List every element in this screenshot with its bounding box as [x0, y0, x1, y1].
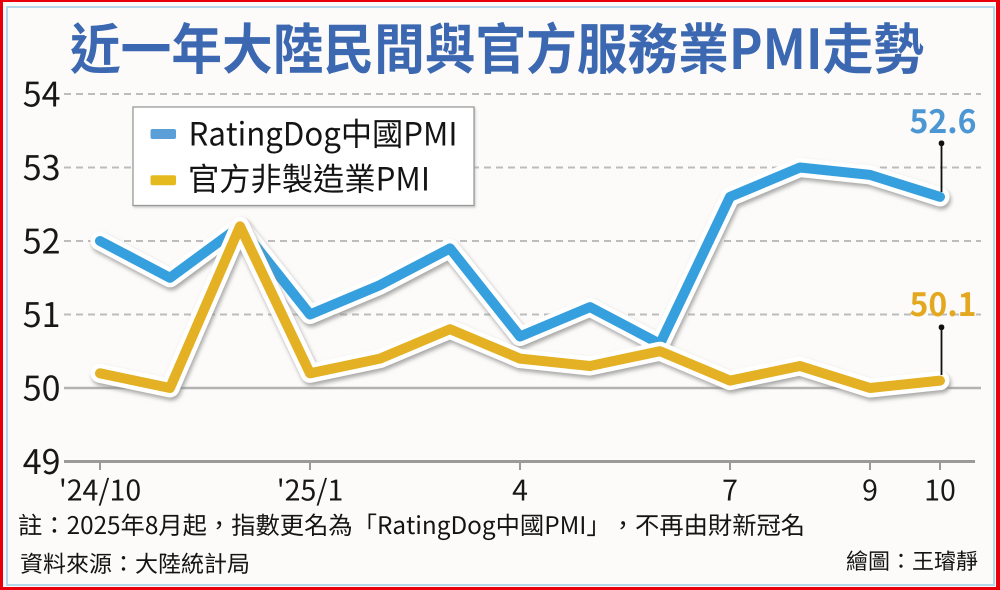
svg-text:RatingDog中國PMI: RatingDog中國PMI: [189, 110, 458, 156]
svg-text:54: 54: [23, 68, 61, 117]
svg-text:'24/10: '24/10: [59, 469, 141, 510]
svg-text:官方非製造業PMI: 官方非製造業PMI: [188, 155, 430, 201]
svg-text:近一年大陸民間與官方服務業PMI走勢: 近一年大陸民間與官方服務業PMI走勢: [70, 5, 924, 85]
svg-text:4: 4: [512, 469, 528, 510]
svg-text:53: 53: [23, 141, 61, 190]
svg-text:資料來源：大陸統計局: 資料來源：大陸統計局: [20, 545, 250, 579]
svg-text:50: 50: [23, 362, 61, 411]
svg-text:繪圖：王璿靜: 繪圖：王璿靜: [846, 544, 978, 576]
svg-text:7: 7: [722, 469, 738, 510]
svg-text:52: 52: [23, 215, 61, 264]
svg-text:註：2025年8月起，指數更名為「RatingDog中國PM: 註：2025年8月起，指數更名為「RatingDog中國PMI」，不再由財新冠名: [18, 506, 805, 541]
svg-text:10: 10: [924, 469, 956, 510]
svg-text:49: 49: [23, 435, 61, 484]
svg-text:51: 51: [23, 288, 61, 337]
svg-text:50.1: 50.1: [909, 280, 976, 326]
svg-text:'25/1: '25/1: [277, 469, 344, 510]
svg-text:9: 9: [862, 469, 878, 510]
svg-text:52.6: 52.6: [909, 97, 976, 143]
